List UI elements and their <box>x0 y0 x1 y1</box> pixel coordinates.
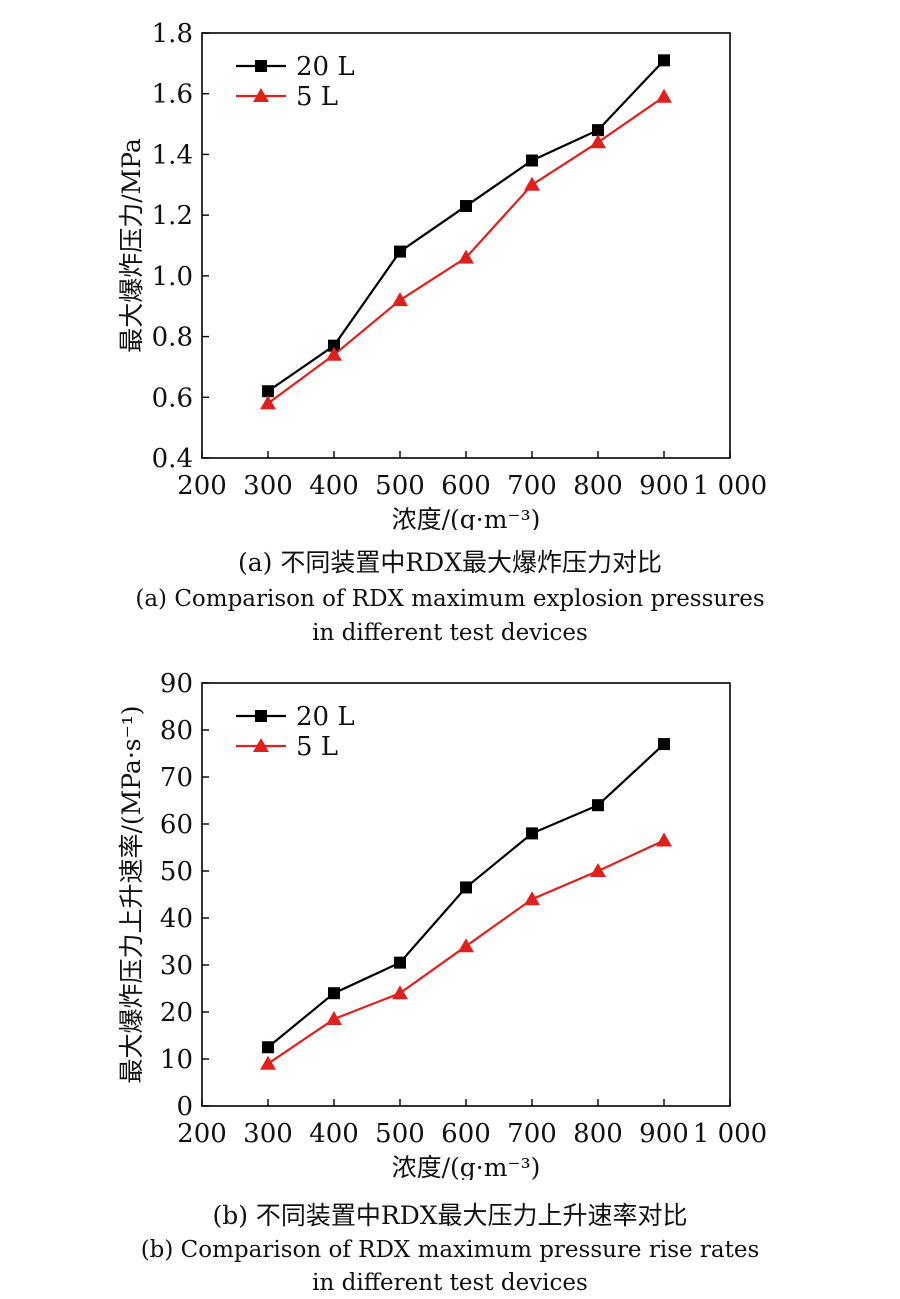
chart1-xtick-label-3: 500 <box>375 1119 425 1149</box>
chart0-xtick-label-3: 500 <box>375 471 425 501</box>
chart1-ytick-label-4: 40 <box>160 904 193 934</box>
chart0-series-0-point-1 <box>328 339 340 352</box>
chart1-series-0-point-4 <box>526 827 538 840</box>
chart0-legend-marker-0 <box>255 60 267 72</box>
chart0-ytick-label-7: 1.8 <box>152 19 193 49</box>
chart0-ytick-label-5: 1.4 <box>152 140 193 170</box>
chart1-ytick-label-0: 0 <box>176 1092 193 1122</box>
chart0-ytick-label-2: 0.8 <box>152 323 193 353</box>
chart1-legend-marker-0 <box>255 710 267 722</box>
caption-a-en-line2: in different test devices <box>312 620 588 646</box>
chart0-x-axis-label: 浓度/(g·m⁻³) <box>392 505 541 530</box>
chart1-ytick-label-9: 90 <box>160 669 193 699</box>
chart0-series-0-point-4 <box>526 154 538 167</box>
chart1-series-1-point-4 <box>524 891 540 906</box>
chart-a-max-explosion-pressure: 0.4 0.6 0.8 1.0 1.2 1.4 1.6 1.8 200 300 400 500 600 7… <box>117 19 767 534</box>
chart0-series-1-point-2 <box>392 292 408 307</box>
chart1-series-1-point-1 <box>326 1011 342 1026</box>
chart1-ytick-label-5: 50 <box>160 857 193 887</box>
chart1-xtick-label-2: 400 <box>309 1119 359 1149</box>
chart1-series-1-point-0 <box>260 1055 276 1070</box>
chart0-series-1-point-1 <box>326 346 342 361</box>
chart1-series-0-point-2 <box>394 956 406 969</box>
chart0-series-1-point-6 <box>656 88 672 103</box>
chart0-ytick-label-1: 0.6 <box>152 383 193 413</box>
chart-b-max-pressure-rise-rate: 0 10 20 30 40 50 60 70 80 90 200 300 400 500 600 700 800… <box>117 669 767 1182</box>
chart0-xtick-label-7: 900 <box>639 471 689 501</box>
caption-a-zh: (a) 不同装置中RDX最大爆炸压力对比 <box>237 548 663 577</box>
chart1-series-0-point-5 <box>592 799 604 812</box>
chart0-ytick-label-0: 0.4 <box>152 444 193 474</box>
chart1-ytick-label-7: 70 <box>160 763 193 793</box>
chart0-legend-label-1: 5 L <box>296 82 338 112</box>
chart0-xtick-label-2: 400 <box>309 471 359 501</box>
chart1-y-axis-label: 最大爆炸压力上升速率/(MPa·s⁻¹) <box>117 705 146 1083</box>
caption-b-zh: (b) 不同装置中RDX最大压力上升速率对比 <box>212 1201 688 1230</box>
chart0-xtick-label-5: 700 <box>507 471 557 501</box>
chart1-legend-marker-1 <box>253 738 269 752</box>
chart1-series-0-point-1 <box>328 987 340 1000</box>
figure-b: 0 10 20 30 40 50 60 70 80 90 200 300 400 500 600 700 800… <box>0 650 900 1299</box>
chart1-series-0-point-3 <box>460 881 472 894</box>
chart1-xtick-label-7: 900 <box>639 1119 689 1149</box>
chart1-ytick-label-8: 80 <box>160 716 193 746</box>
chart1-xtick-label-1: 300 <box>243 1119 293 1149</box>
chart1-legend-label-1: 5 L <box>296 732 338 762</box>
chart1-x-axis-label: 浓度/(g·m⁻³) <box>392 1153 541 1180</box>
chart1-xtick-label-4: 600 <box>441 1119 491 1149</box>
chart1-xtick-label-0: 200 <box>177 1119 227 1149</box>
chart0-xtick-label-1: 300 <box>243 471 293 501</box>
chart0-series-1-point-0 <box>260 395 276 410</box>
chart1-ytick-label-3: 30 <box>160 951 193 981</box>
chart1-xtick-label-6: 800 <box>573 1119 623 1149</box>
chart0-xtick-label-0: 200 <box>177 471 227 501</box>
chart1-series-1-point-2 <box>392 985 408 1000</box>
chart1-series-1-point-3 <box>458 938 474 953</box>
chart0-legend-marker-1 <box>253 88 269 102</box>
chart1-series-0-point-0 <box>262 1041 274 1054</box>
chart0-xtick-label-4: 600 <box>441 471 491 501</box>
caption-b-en-line2: in different test devices <box>312 1270 588 1296</box>
chart1-series-0-point-6 <box>658 738 670 751</box>
chart0-ytick-label-6: 1.6 <box>152 80 193 110</box>
chart1-series-0-line <box>267 743 665 1049</box>
chart0-y-axis-label: 最大爆炸压力/MPa <box>117 138 146 353</box>
chart1-xtick-label-5: 700 <box>507 1119 557 1149</box>
chart0-ytick-label-3: 1.0 <box>152 262 193 292</box>
chart1-ytick-label-2: 20 <box>160 998 193 1028</box>
chart1-ytick-label-6: 60 <box>160 810 193 840</box>
chart0-series-1-point-3 <box>458 249 474 264</box>
chart0-series-1-point-4 <box>524 176 540 191</box>
chart0-series-0-point-6 <box>658 54 670 67</box>
chart0-legend-label-0: 20 L <box>296 52 355 82</box>
chart0-series-0-point-0 <box>262 385 274 398</box>
chart0-series-1-point-5 <box>590 134 606 149</box>
chart0-series-0-point-5 <box>592 124 604 137</box>
figure-a: 0.4 0.6 0.8 1.0 1.2 1.4 1.6 1.8 200 300 400 500 600 7… <box>117 19 767 646</box>
chart0-series-0-point-3 <box>460 200 472 213</box>
chart0-xtick-label-6: 800 <box>573 471 623 501</box>
caption-b-en-line1: (b) Comparison of RDX maximum pressure r… <box>140 1237 760 1263</box>
chart1-ytick-label-1: 10 <box>160 1045 193 1075</box>
chart1-series-1-point-5 <box>590 863 606 877</box>
chart1-xtick-label-8: 1 000 <box>693 1119 767 1149</box>
chart0-series-0-point-2 <box>394 245 406 258</box>
chart0-ytick-label-4: 1.2 <box>152 201 193 231</box>
chart0-xtick-label-8: 1 000 <box>693 471 767 501</box>
chart1-series-1-point-6 <box>656 832 672 847</box>
caption-a-en-line1: (a) Comparison of RDX maximum explosion … <box>135 586 765 612</box>
chart1-legend-label-0: 20 L <box>296 702 355 732</box>
